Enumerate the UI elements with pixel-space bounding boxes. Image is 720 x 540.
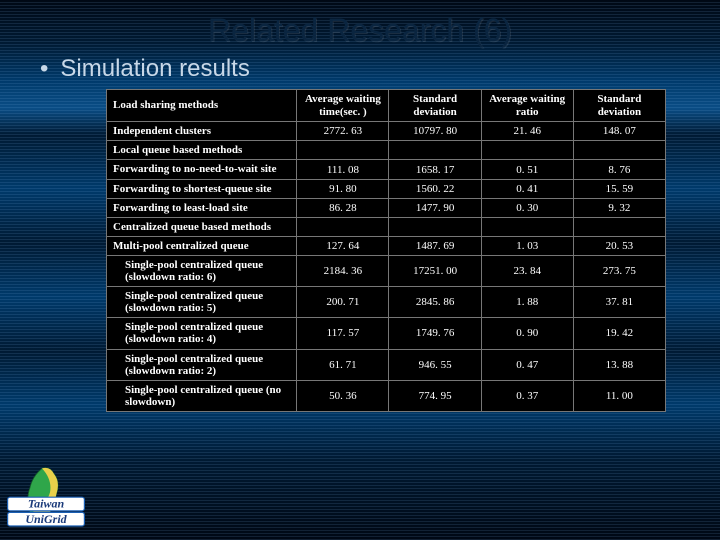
value-cell: 1. 88 <box>481 287 573 318</box>
value-cell: 1658. 17 <box>389 160 481 179</box>
value-cell: 37. 81 <box>573 287 665 318</box>
value-cell: 1. 03 <box>481 236 573 255</box>
taiwan-unigrid-logo: Taiwan UniGrid <box>6 462 86 534</box>
value-cell: 8. 76 <box>573 160 665 179</box>
method-cell: Forwarding to shortest-queue site <box>107 179 297 198</box>
value-cell: 2772. 63 <box>297 122 389 141</box>
method-cell: Single-pool centralized queue (slowdown … <box>107 287 297 318</box>
table-row: Multi-pool centralized queue127. 641487.… <box>107 236 666 255</box>
value-cell: 1477. 90 <box>389 198 481 217</box>
value-cell: 61. 71 <box>297 349 389 380</box>
value-cell: 86. 28 <box>297 198 389 217</box>
value-cell: 13. 88 <box>573 349 665 380</box>
value-cell: 111. 08 <box>297 160 389 179</box>
blank-cell <box>481 141 573 160</box>
value-cell: 0. 41 <box>481 179 573 198</box>
value-cell: 50. 36 <box>297 380 389 411</box>
table-row: Single-pool centralized queue (no slowdo… <box>107 380 666 411</box>
value-cell: 91. 80 <box>297 179 389 198</box>
table-row: Independent clusters2772. 6310797. 8021.… <box>107 122 666 141</box>
bullet-dot-icon: • <box>40 55 48 83</box>
value-cell: 2184. 36 <box>297 255 389 286</box>
section-label: Centralized queue based methods <box>107 217 297 236</box>
method-cell: Single-pool centralized queue (slowdown … <box>107 318 297 349</box>
blank-cell <box>481 217 573 236</box>
col-std-dev-2: Standard deviation <box>573 90 665 122</box>
bullet-text: Simulation results <box>60 55 249 83</box>
value-cell: 2845. 86 <box>389 287 481 318</box>
method-cell: Single-pool centralized queue (slowdown … <box>107 255 297 286</box>
table-row: Single-pool centralized queue (slowdown … <box>107 349 666 380</box>
col-avg-wait-ratio: Average waiting ratio <box>481 90 573 122</box>
value-cell: 148. 07 <box>573 122 665 141</box>
table-row: Single-pool centralized queue (slowdown … <box>107 287 666 318</box>
table-row: Forwarding to shortest-queue site91. 801… <box>107 179 666 198</box>
value-cell: 117. 57 <box>297 318 389 349</box>
value-cell: 9. 32 <box>573 198 665 217</box>
value-cell: 17251. 00 <box>389 255 481 286</box>
value-cell: 20. 53 <box>573 236 665 255</box>
value-cell: 0. 90 <box>481 318 573 349</box>
value-cell: 200. 71 <box>297 287 389 318</box>
section-label: Local queue based methods <box>107 141 297 160</box>
method-cell: Forwarding to no-need-to-wait site <box>107 160 297 179</box>
svg-text:UniGrid: UniGrid <box>25 512 67 526</box>
table-row: Single-pool centralized queue (slowdown … <box>107 255 666 286</box>
slide-title: Related Research (6) <box>40 12 680 49</box>
value-cell: 19. 42 <box>573 318 665 349</box>
blank-cell <box>573 141 665 160</box>
value-cell: 21. 46 <box>481 122 573 141</box>
method-cell: Independent clusters <box>107 122 297 141</box>
blank-cell <box>389 141 481 160</box>
results-table: Load sharing methods Average waiting tim… <box>106 89 666 412</box>
value-cell: 273. 75 <box>573 255 665 286</box>
blank-cell <box>389 217 481 236</box>
value-cell: 0. 37 <box>481 380 573 411</box>
value-cell: 15. 59 <box>573 179 665 198</box>
blank-cell <box>297 141 389 160</box>
method-cell: Single-pool centralized queue (no slowdo… <box>107 380 297 411</box>
value-cell: 10797. 80 <box>389 122 481 141</box>
value-cell: 0. 51 <box>481 160 573 179</box>
value-cell: 1560. 22 <box>389 179 481 198</box>
blank-cell <box>297 217 389 236</box>
table-row: Forwarding to least-load site86. 281477.… <box>107 198 666 217</box>
value-cell: 0. 30 <box>481 198 573 217</box>
value-cell: 0. 47 <box>481 349 573 380</box>
blank-cell <box>573 217 665 236</box>
col-avg-wait-time: Average waiting time(sec. ) <box>297 90 389 122</box>
value-cell: 946. 55 <box>389 349 481 380</box>
method-cell: Multi-pool centralized queue <box>107 236 297 255</box>
method-cell: Single-pool centralized queue (slowdown … <box>107 349 297 380</box>
value-cell: 23. 84 <box>481 255 573 286</box>
value-cell: 11. 00 <box>573 380 665 411</box>
svg-text:Taiwan: Taiwan <box>28 497 65 511</box>
value-cell: 1487. 69 <box>389 236 481 255</box>
table-row: Single-pool centralized queue (slowdown … <box>107 318 666 349</box>
table-row: Local queue based methods <box>107 141 666 160</box>
value-cell: 774. 95 <box>389 380 481 411</box>
value-cell: 1749. 76 <box>389 318 481 349</box>
bullet-row: • Simulation results <box>40 55 680 83</box>
method-cell: Forwarding to least-load site <box>107 198 297 217</box>
table-header-row: Load sharing methods Average waiting tim… <box>107 90 666 122</box>
value-cell: 127. 64 <box>297 236 389 255</box>
col-method: Load sharing methods <box>107 90 297 122</box>
table-row: Forwarding to no-need-to-wait site111. 0… <box>107 160 666 179</box>
table-row: Centralized queue based methods <box>107 217 666 236</box>
col-std-dev-1: Standard deviation <box>389 90 481 122</box>
